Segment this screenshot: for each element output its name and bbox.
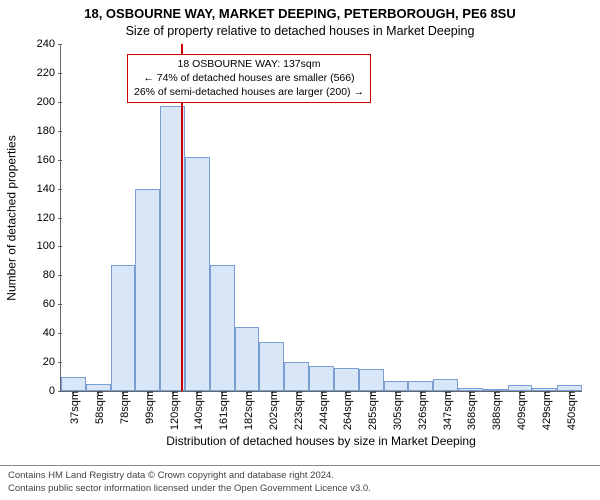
histogram-bar (309, 366, 334, 391)
x-tick-label: 409sqm (512, 391, 528, 430)
y-tick: 160 (37, 154, 61, 166)
histogram-bar (359, 369, 384, 391)
histogram-bar (384, 381, 409, 391)
histogram-bar (433, 379, 458, 391)
x-tick-label: 223sqm (289, 391, 305, 430)
annotation-box: 18 OSBOURNE WAY: 137sqm← 74% of detached… (127, 54, 371, 103)
histogram-bar (235, 327, 260, 391)
y-tick: 240 (37, 38, 61, 50)
x-tick-label: 429sqm (537, 391, 553, 430)
y-tick: 220 (37, 67, 61, 79)
histogram-bar (408, 381, 433, 391)
title-line-1: 18, OSBOURNE WAY, MARKET DEEPING, PETERB… (0, 6, 600, 21)
x-tick-label: 347sqm (438, 391, 454, 430)
x-tick-label: 368sqm (462, 391, 478, 430)
histogram-bar (86, 384, 111, 391)
y-tick: 20 (43, 356, 61, 368)
footer-line-2: Contains public sector information licen… (8, 483, 592, 495)
annotation-line: 26% of semi-detached houses are larger (… (134, 86, 364, 100)
annotation-line: 18 OSBOURNE WAY: 137sqm (134, 58, 364, 72)
x-tick-label: 202sqm (264, 391, 280, 430)
histogram-bar (334, 368, 359, 391)
y-tick: 180 (37, 125, 61, 137)
x-tick-label: 305sqm (388, 391, 404, 430)
x-tick-label: 182sqm (239, 391, 255, 430)
title-line-2: Size of property relative to detached ho… (0, 24, 600, 38)
histogram-bar (61, 377, 86, 391)
attribution-footer: Contains HM Land Registry data © Crown c… (0, 465, 600, 497)
y-tick: 140 (37, 183, 61, 195)
x-tick-label: 450sqm (562, 391, 578, 430)
x-tick-label: 120sqm (165, 391, 181, 430)
y-tick: 200 (37, 96, 61, 108)
y-tick: 80 (43, 269, 61, 281)
x-tick-label: 244sqm (314, 391, 330, 430)
histogram-bar (284, 362, 309, 391)
annotation-line: ← 74% of detached houses are smaller (56… (134, 72, 364, 86)
y-tick: 100 (37, 240, 61, 252)
y-axis-label: Number of detached properties (4, 44, 20, 392)
histogram-plot: 02040608010012014016018020022024037sqm58… (60, 44, 582, 392)
x-tick-label: 285sqm (363, 391, 379, 430)
histogram-bar (135, 189, 160, 391)
x-tick-label: 161sqm (214, 391, 230, 430)
x-tick-label: 264sqm (338, 391, 354, 430)
footer-line-1: Contains HM Land Registry data © Crown c… (8, 470, 592, 482)
histogram-bar (111, 265, 136, 391)
histogram-bar (210, 265, 235, 391)
x-axis-label: Distribution of detached houses by size … (60, 434, 582, 448)
x-tick-label: 326sqm (413, 391, 429, 430)
histogram-bar (259, 342, 284, 391)
x-tick-label: 37sqm (65, 391, 81, 424)
x-tick-label: 99sqm (140, 391, 156, 424)
histogram-bar (185, 157, 210, 391)
y-tick: 0 (49, 385, 61, 397)
x-tick-label: 58sqm (90, 391, 106, 424)
x-tick-label: 388sqm (487, 391, 503, 430)
y-tick: 60 (43, 298, 61, 310)
y-tick: 40 (43, 327, 61, 339)
y-tick: 120 (37, 212, 61, 224)
x-tick-label: 78sqm (115, 391, 131, 424)
x-tick-label: 140sqm (189, 391, 205, 430)
